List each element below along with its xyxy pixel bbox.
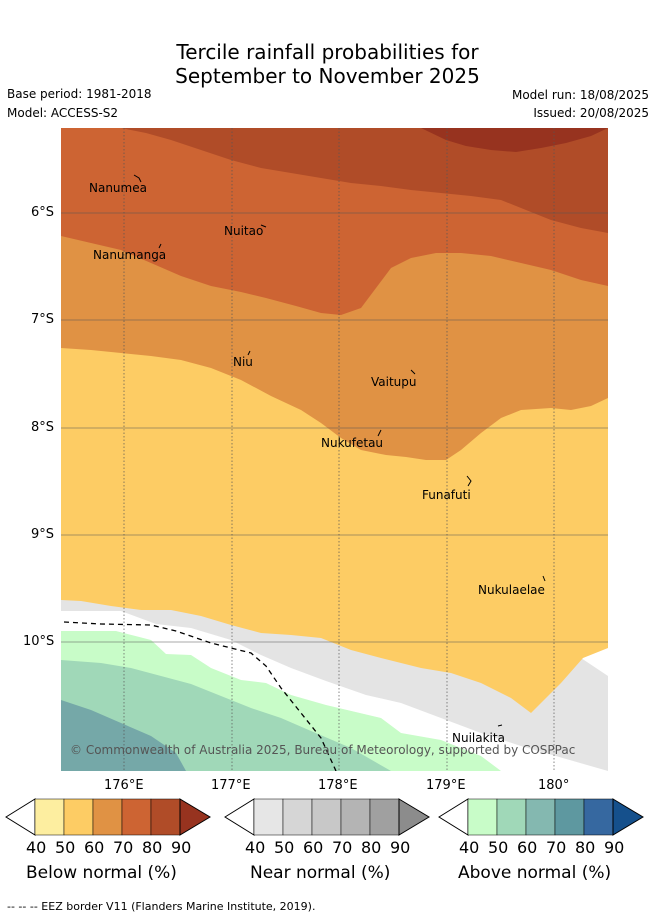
colorbar-below-tick-90: 90 xyxy=(171,838,192,857)
colorbar-near-tick-40: 40 xyxy=(245,838,266,857)
place-label-nukufetau: Nukufetau xyxy=(321,436,384,450)
colorbar-near-tick-50: 50 xyxy=(274,838,295,857)
colorbar-near-normal xyxy=(224,798,430,836)
colorbar-below-tick-50: 50 xyxy=(55,838,76,857)
colorbar-near-tick-80: 80 xyxy=(361,838,382,857)
region-below-80 xyxy=(121,128,608,233)
colorbar-below-tick-80: 80 xyxy=(142,838,163,857)
region-above-60 xyxy=(61,700,186,771)
colorbar-below-tick-60: 60 xyxy=(84,838,105,857)
eez-border-line xyxy=(63,621,337,771)
colorbar-above-low-arrow xyxy=(438,798,469,836)
island-marker-nanumea xyxy=(133,174,142,183)
colorbar-near-tick-70: 70 xyxy=(332,838,353,857)
map-title: Tercile rainfall probabilities for Septe… xyxy=(0,40,655,88)
title-line-2: September to November 2025 xyxy=(175,64,480,88)
model-run: Model run: 18/08/2025 xyxy=(511,88,649,102)
colorbar-near-bin-60 xyxy=(311,798,342,836)
colorbar-above-normal xyxy=(438,798,644,836)
colorbar-above-high-arrow xyxy=(612,798,644,836)
place-label-nuilakita: Nuilakita xyxy=(452,731,505,745)
island-marker-nanumanga xyxy=(158,243,162,249)
colorbar-near-tick-90: 90 xyxy=(390,838,411,857)
colorbar-above-tick-80: 80 xyxy=(575,838,596,857)
colorbar-near-bin-80 xyxy=(369,798,400,836)
colorbar-near-bin-70 xyxy=(340,798,371,836)
island-marker-nuitao xyxy=(260,224,267,228)
issued-date: Issued: 20/08/2025 xyxy=(533,106,649,120)
place-label-nukulaelae: Nukulaelae xyxy=(478,583,545,597)
place-label-funafuti: Funafuti xyxy=(422,488,471,502)
colorbar-near-low-arrow xyxy=(224,798,255,836)
lon-tick-176e: 176°E xyxy=(104,778,144,793)
colorbar-above-bin-70 xyxy=(554,798,585,836)
eez-footnote: -- -- -- EEZ border V11 (Flanders Marine… xyxy=(7,900,316,913)
colorbar-above-tick-60: 60 xyxy=(517,838,538,857)
colorbar-above-tick-90: 90 xyxy=(604,838,625,857)
colorbar-near-bin-50 xyxy=(282,798,313,836)
lon-tick-177e: 177°E xyxy=(211,778,251,793)
colorbar-near-tick-60: 60 xyxy=(303,838,324,857)
island-marker-niu xyxy=(247,350,251,356)
title-line-1: Tercile rainfall probabilities for xyxy=(176,40,479,64)
place-label-nanumea: Nanumea xyxy=(89,181,147,195)
colorbar-near-bin-40 xyxy=(253,798,284,836)
colorbar-above-title: Above normal (%) xyxy=(458,863,612,883)
island-markers xyxy=(133,174,546,727)
longitude-gridlines xyxy=(123,128,555,771)
lon-tick-179e: 179°E xyxy=(426,778,466,793)
lat-tick-6s: 6°S xyxy=(31,205,55,220)
island-marker-nukulaelae xyxy=(542,575,546,582)
lon-tick-180: 180° xyxy=(538,778,570,793)
region-below-90 xyxy=(421,128,608,152)
colorbar-below-tick-40: 40 xyxy=(26,838,47,857)
lat-tick-9s: 9°S xyxy=(31,527,55,542)
place-label-vaitupu: Vaitupu xyxy=(371,375,417,389)
colorbar-below-tick-70: 70 xyxy=(113,838,134,857)
island-marker-nuilakita xyxy=(497,724,503,727)
rainfall-probability-map xyxy=(61,128,608,771)
latitude-gridlines xyxy=(61,212,608,643)
island-marker-funafuti xyxy=(466,475,472,487)
island-marker-vaitupu xyxy=(410,369,416,375)
lon-tick-178e: 178°E xyxy=(318,778,358,793)
lat-tick-10s: 10°S xyxy=(23,634,55,649)
colorbar-above-tick-40: 40 xyxy=(459,838,480,857)
colorbar-below-title: Below normal (%) xyxy=(26,863,177,883)
colorbar-below-bin-70 xyxy=(121,798,152,836)
lat-tick-8s: 8°S xyxy=(31,420,55,435)
colorbar-below-bin-80 xyxy=(150,798,181,836)
colorbar-below-bin-40 xyxy=(34,798,65,836)
place-label-nanumanga: Nanumanga xyxy=(93,248,167,262)
colorbar-above-bin-40 xyxy=(467,798,498,836)
colorbar-above-bin-50 xyxy=(496,798,527,836)
colorbar-above-tick-70: 70 xyxy=(546,838,567,857)
colorbar-above-tick-50: 50 xyxy=(488,838,509,857)
copyright-notice: © Commonwealth of Australia 2025, Bureau… xyxy=(70,743,576,757)
colorbar-above-bin-80 xyxy=(583,798,614,836)
colorbar-below-normal xyxy=(5,798,211,836)
colorbar-below-low-arrow xyxy=(5,798,36,836)
base-period: Base period: 1981-2018 xyxy=(7,87,152,101)
colorbar-below-high-arrow xyxy=(179,798,211,836)
island-marker-nukufetau xyxy=(377,429,382,437)
colorbar-near-high-arrow xyxy=(398,798,430,836)
colorbar-above-bin-60 xyxy=(525,798,556,836)
lat-tick-7s: 7°S xyxy=(31,312,55,327)
place-label-nuitao: Nuitao xyxy=(224,224,264,238)
place-label-niu: Niu xyxy=(233,355,253,369)
colorbar-below-bin-60 xyxy=(92,798,123,836)
colorbar-below-bin-50 xyxy=(63,798,94,836)
colorbar-near-title: Near normal (%) xyxy=(250,863,391,883)
model-name: Model: ACCESS-S2 xyxy=(7,106,119,120)
